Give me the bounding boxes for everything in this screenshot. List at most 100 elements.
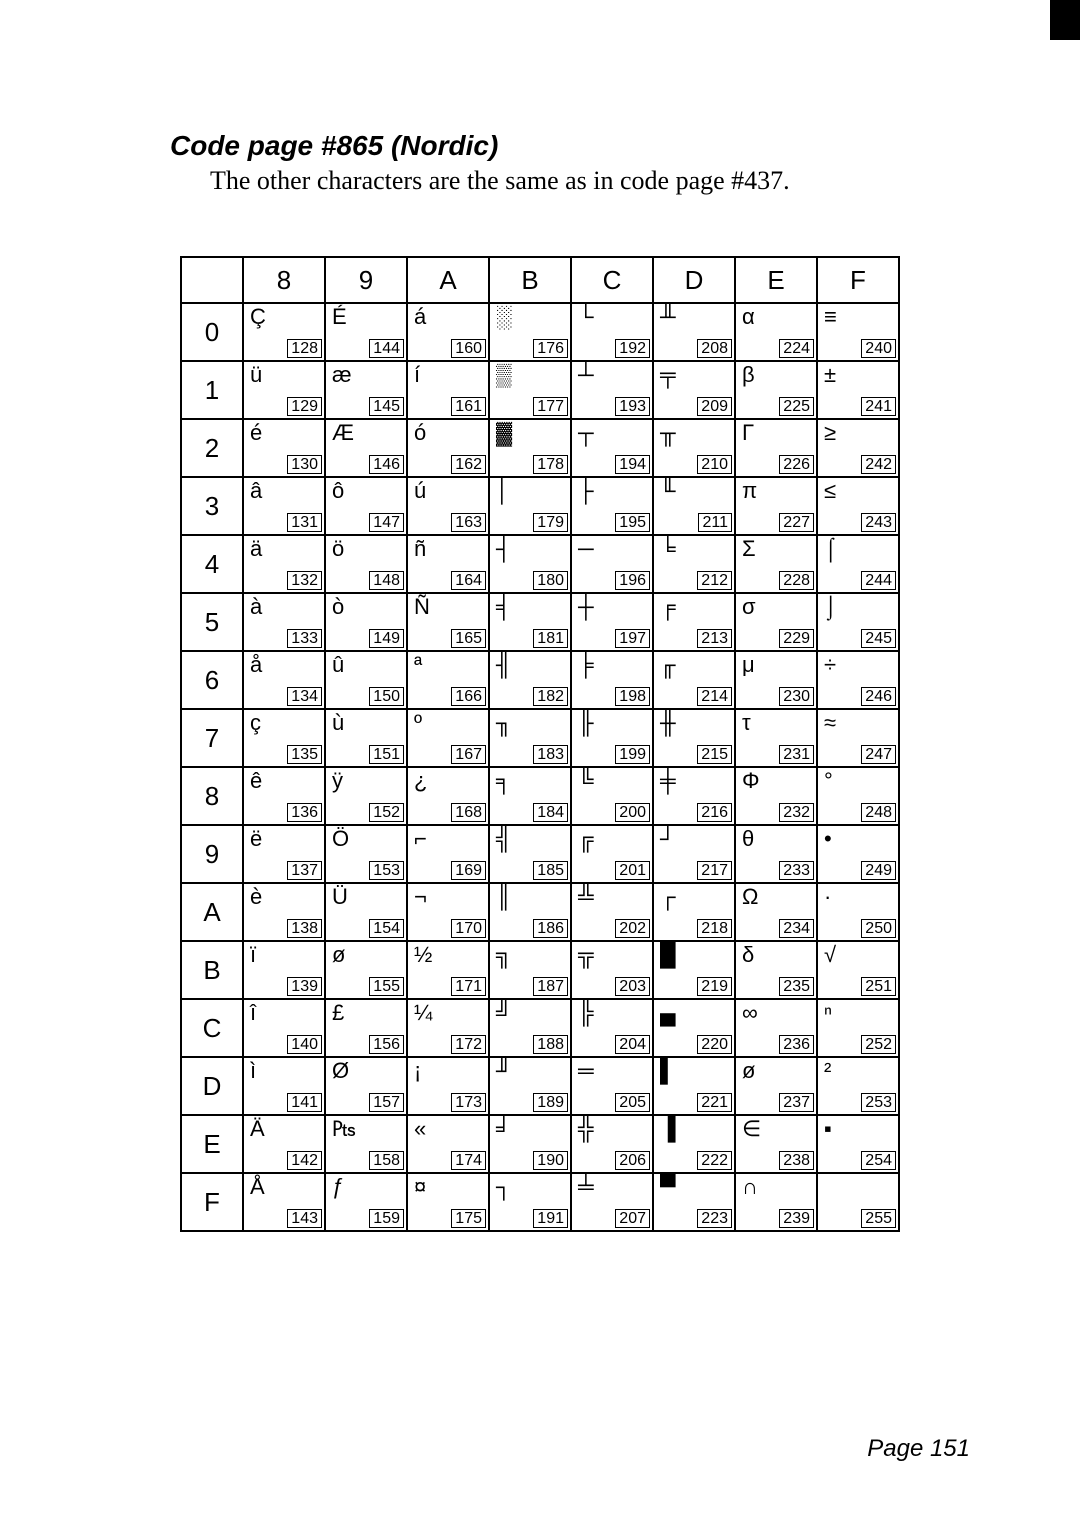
codepage-cell: ¬170 — [407, 883, 489, 941]
cell-code: 237 — [779, 1093, 814, 1112]
cell-code: 192 — [615, 339, 650, 358]
codepage-cell: β225 — [735, 361, 817, 419]
cell-glyph: º — [414, 712, 422, 734]
cell-code: 172 — [451, 1035, 486, 1054]
codepage-cell: ┬194 — [571, 419, 653, 477]
cell-code: 233 — [779, 861, 814, 880]
cell-code: 143 — [287, 1209, 322, 1228]
table-row: 5à133ò149Ñ165╡181┼197╒213σ229⌡245 — [181, 593, 899, 651]
row-head: 0 — [181, 303, 243, 361]
codepage-cell: ▐ 222 — [653, 1115, 735, 1173]
row-head: 1 — [181, 361, 243, 419]
cell-glyph: ú — [414, 480, 426, 502]
cell-code: 204 — [615, 1035, 650, 1054]
cell-code: 174 — [451, 1151, 486, 1170]
codepage-cell: ú 163 — [407, 477, 489, 535]
cell-code: 145 — [369, 397, 404, 416]
codepage-cell: ¡173 — [407, 1057, 489, 1115]
cell-code: 180 — [533, 571, 568, 590]
codepage-cell: û150 — [325, 651, 407, 709]
codepage-cell: √251 — [817, 941, 899, 999]
page: Code page #865 (Nordic) The other charac… — [0, 0, 1080, 1533]
cell-glyph: └ — [578, 306, 594, 328]
cell-glyph: ║ — [496, 886, 512, 908]
cell-glyph: ╞ — [578, 654, 594, 676]
codepage-cell: ∈238 — [735, 1115, 817, 1173]
col-head: F — [817, 257, 899, 303]
cell-glyph: Ñ — [414, 596, 430, 618]
codepage-cell: α224 — [735, 303, 817, 361]
codepage-cell: ƒ159 — [325, 1173, 407, 1231]
codepage-cell: æ145 — [325, 361, 407, 419]
cell-code: 211 — [698, 513, 732, 532]
table-corner — [181, 257, 243, 303]
col-head: B — [489, 257, 571, 303]
cell-glyph: ▄ — [660, 1002, 676, 1024]
codepage-cell: ╧207 — [571, 1173, 653, 1231]
cell-glyph: ± — [824, 364, 836, 386]
codepage-cell: è138 — [243, 883, 325, 941]
cell-code: 154 — [369, 919, 404, 938]
cell-glyph: ▐ — [660, 1118, 676, 1140]
cell-glyph: ╦ — [578, 944, 594, 966]
cell-glyph: ° — [824, 770, 833, 792]
cell-glyph: Ö — [332, 828, 349, 850]
cell-glyph: Ω — [742, 886, 758, 908]
cell-glyph: ╩ — [578, 886, 594, 908]
codepage-cell: μ230 — [735, 651, 817, 709]
codepage-cell: ╩202 — [571, 883, 653, 941]
cell-glyph: ╚ — [578, 770, 594, 792]
cell-code: 235 — [779, 977, 814, 996]
codepage-cell: ╗187 — [489, 941, 571, 999]
cell-code: 220 — [697, 1035, 732, 1054]
cell-code: 246 — [861, 687, 896, 706]
cell-code: 250 — [861, 919, 896, 938]
codepage-cell: ⌠244 — [817, 535, 899, 593]
cell-glyph: ╗ — [496, 944, 512, 966]
row-head: B — [181, 941, 243, 999]
codepage-cell: ┐191 — [489, 1173, 571, 1231]
cell-glyph: ╤ — [660, 364, 676, 386]
cell-glyph: ─ — [578, 538, 594, 560]
codepage-cell: ├195 — [571, 477, 653, 535]
cell-code: 163 — [451, 513, 486, 532]
cell-glyph: ├ — [578, 480, 594, 502]
cell-code: 155 — [369, 977, 404, 996]
cell-code: 159 — [369, 1209, 404, 1228]
cell-code: 136 — [287, 803, 322, 822]
cell-glyph: ² — [824, 1060, 831, 1082]
codepage-cell: Ä142 — [243, 1115, 325, 1173]
cell-code: 230 — [779, 687, 814, 706]
codepage-cell: ö148 — [325, 535, 407, 593]
codepage-cell: ⌐169 — [407, 825, 489, 883]
codepage-cell: ø237 — [735, 1057, 817, 1115]
codepage-cell: à133 — [243, 593, 325, 651]
cell-code: 245 — [861, 629, 896, 648]
table-row: EÄ142₧158«174╛190╬206▐222∈238▪254 — [181, 1115, 899, 1173]
cell-code: 193 — [615, 397, 650, 416]
cell-code: 222 — [697, 1151, 732, 1170]
codepage-cell: ê136 — [243, 767, 325, 825]
row-head: 6 — [181, 651, 243, 709]
table-row: Cî140£156¼172╝188╠204▄220∞236ⁿ252 — [181, 999, 899, 1057]
cell-code: 212 — [697, 571, 732, 590]
cell-code: 134 — [287, 687, 322, 706]
codepage-cell: Å143 — [243, 1173, 325, 1231]
cell-code: 238 — [779, 1151, 814, 1170]
cell-code: 236 — [779, 1035, 814, 1054]
cell-glyph: ⌡ — [824, 596, 837, 618]
codepage-cell: Ü154 — [325, 883, 407, 941]
page-tab — [1050, 0, 1080, 40]
cell-code: 227 — [779, 513, 814, 532]
cell-code: 219 — [697, 977, 732, 996]
codepage-cell: Σ228 — [735, 535, 817, 593]
codepage-cell: °248 — [817, 767, 899, 825]
codepage-cell: ╢182 — [489, 651, 571, 709]
row-head: 9 — [181, 825, 243, 883]
codepage-cell: ╥210 — [653, 419, 735, 477]
cell-glyph: ç — [250, 712, 261, 734]
codepage-cell: ç135 — [243, 709, 325, 767]
col-head: A — [407, 257, 489, 303]
cell-glyph: ø — [332, 944, 345, 966]
cell-code: 228 — [779, 571, 814, 590]
